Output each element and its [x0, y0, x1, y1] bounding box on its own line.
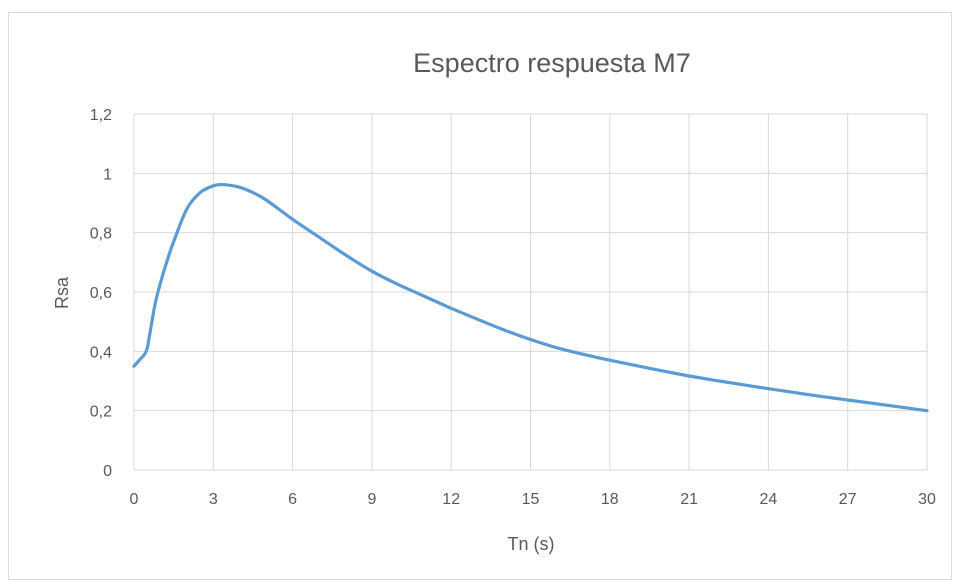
y-axis-label: Rsa: [52, 276, 72, 309]
x-tick-label: 9: [367, 491, 376, 508]
x-tick-label: 6: [288, 491, 297, 508]
x-axis-label: Tn (s): [508, 534, 555, 554]
grid-lines: [133, 113, 928, 471]
x-tick-labels: 0 3 6 9 12 15 18 21 24 27 30: [130, 491, 936, 508]
y-tick-label: 1: [103, 166, 112, 183]
y-tick-label: 0,2: [90, 404, 112, 421]
x-tick-label: 21: [680, 491, 698, 508]
y-tick-label: 1,2: [90, 107, 112, 124]
y-tick-labels: 0 0,2 0,4 0,6 0,8 1 1,2: [90, 107, 112, 480]
x-tick-label: 24: [760, 491, 778, 508]
series-line: [132, 182, 929, 413]
x-tick-label: 0: [130, 491, 139, 508]
x-tick-label: 18: [601, 491, 619, 508]
y-tick-label: 0: [103, 463, 112, 480]
chart-frame: [8, 12, 952, 580]
y-tick-label: 0,8: [90, 226, 112, 243]
y-tick-label: 0,6: [90, 285, 112, 302]
x-tick-label: 12: [442, 491, 460, 508]
x-tick-label: 15: [522, 491, 540, 508]
y-tick-label: 0,4: [90, 344, 112, 361]
x-tick-label: 30: [918, 491, 936, 508]
x-tick-label: 27: [839, 491, 857, 508]
chart-title: Espectro respuesta M7: [413, 48, 691, 78]
x-tick-label: 3: [209, 491, 218, 508]
